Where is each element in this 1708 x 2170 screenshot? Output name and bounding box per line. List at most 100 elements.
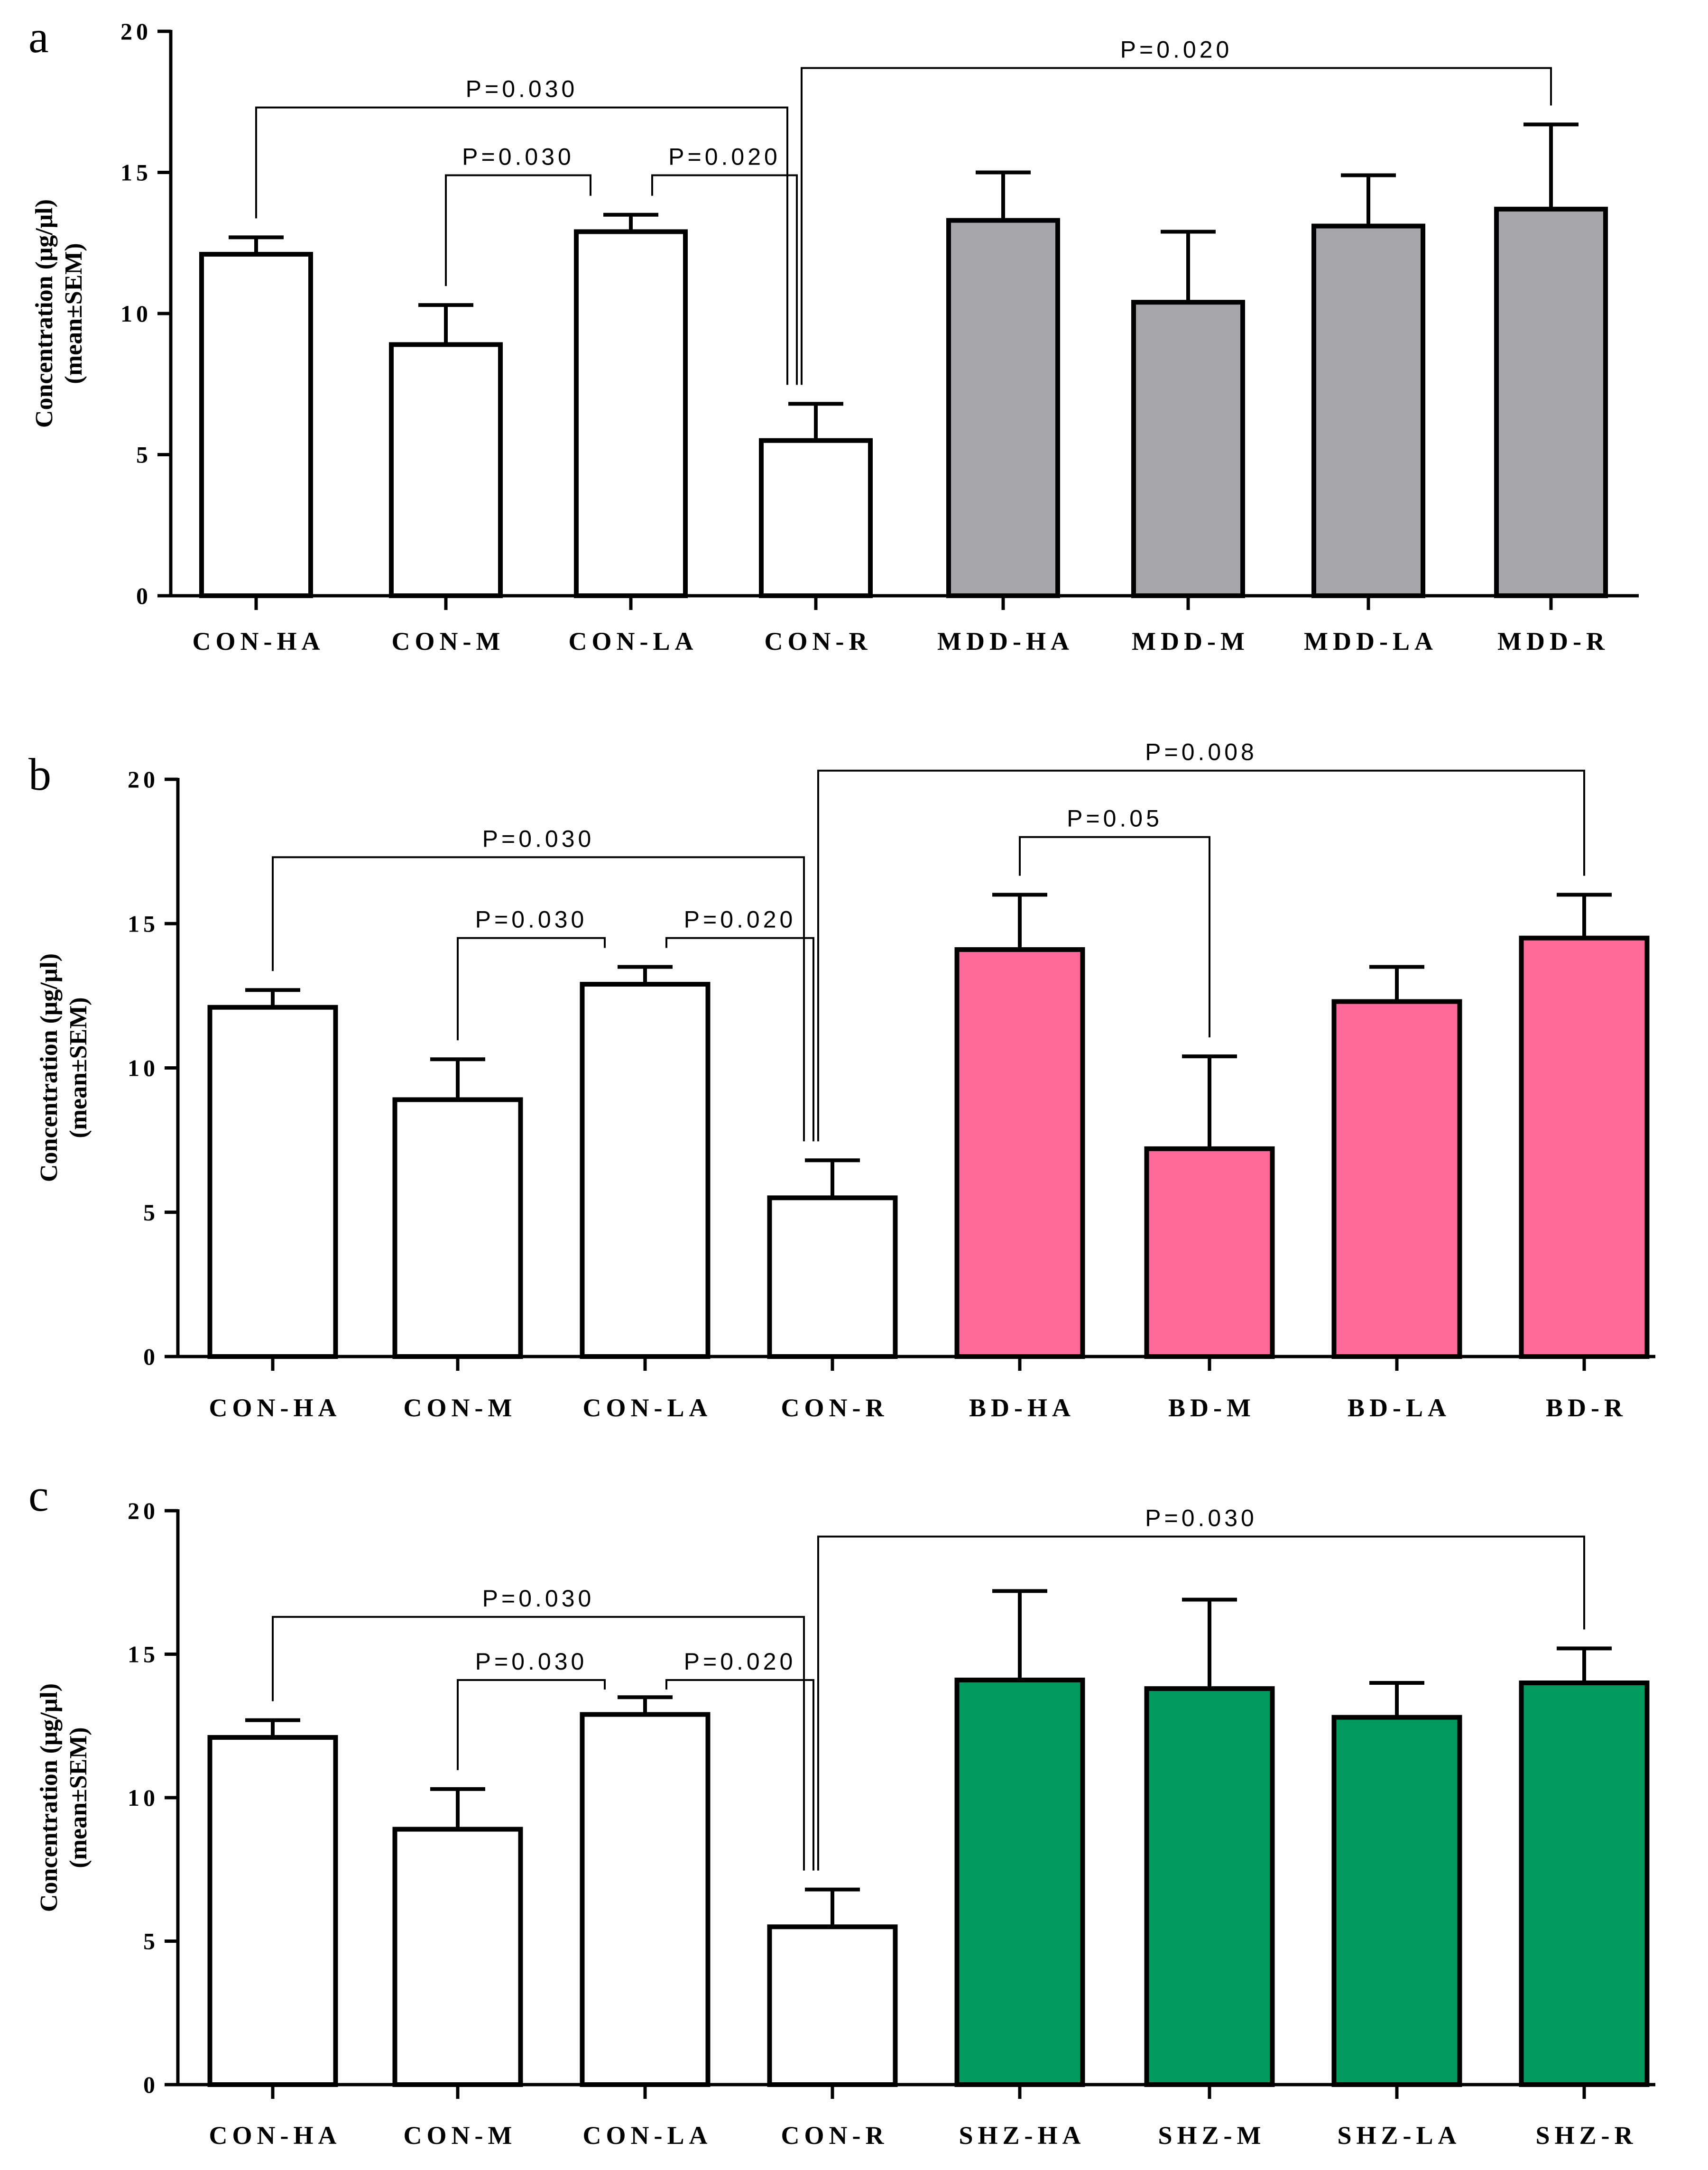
y-tick-label: 10 [128,1055,159,1081]
x-tick-label: MDD-HA [937,627,1074,656]
bar-con-m [389,342,503,598]
y-tick-label: 5 [143,1199,159,1226]
y-tick-label: 20 [128,1497,159,1524]
bar-shz-la [1331,1715,1462,2087]
p-value-label: P=0.030 [475,906,588,933]
significance-bracket [255,106,788,385]
bar-mdd-m [1131,300,1245,598]
x-tick-label: CON-M [404,1394,517,1422]
panel-letter: a [28,11,49,62]
bar-con-m [392,1097,523,1359]
x-tick-label: SHZ-LA [1337,2121,1461,2150]
p-value-label: P=0.008 [1145,739,1257,766]
x-tick-label: CON-R [765,627,872,656]
significance-bracket [272,856,805,1142]
y-tick-label: 20 [120,18,152,45]
bar-con-m [392,1827,523,2087]
bar-con-r [767,1924,898,2087]
panel-letter: b [28,749,51,800]
y-axis-label-line2: (mean±SEM) [65,997,92,1138]
bar-bd-m [1144,1146,1275,1359]
bar-con-la [574,229,688,598]
p-value-label: P=0.030 [466,76,578,102]
x-tick-label: BD-R [1546,1394,1627,1422]
bar-bd-la [1331,999,1462,1359]
bar-bd-ha [954,947,1085,1359]
bar-con-la [580,1712,711,2087]
p-value-label: P=0.020 [1120,36,1233,63]
significance-bracket [1019,836,1210,1038]
x-tick-label: BD-HA [969,1394,1075,1422]
significance-bracket [817,1535,1585,1871]
significance-bracket [665,937,814,1142]
x-tick-label: CON-R [781,1394,889,1422]
y-axis-label: Concentration (μg/μl) [36,1683,63,1912]
bar-shz-m [1144,1686,1275,2087]
bar-shz-ha [954,1677,1085,2087]
bar-con-la [580,982,711,1359]
significance-bracket [272,1616,805,1871]
p-value-label: P=0.020 [684,906,796,933]
bar-con-r [767,1195,898,1359]
significance-bracket [651,174,798,385]
significance-bracket [457,937,606,1041]
x-tick-label: CON-HA [193,627,325,656]
bar-con-ha [207,1735,338,2087]
bar-con-ha [199,252,313,598]
bar-bd-r [1519,935,1650,1359]
x-tick-label: MDD-LA [1304,627,1438,656]
x-tick-label: SHZ-R [1535,2121,1637,2150]
bar-con-r [759,438,873,598]
bar-con-ha [207,1005,338,1359]
significance-bracket [817,769,1585,1142]
p-value-label: P=0.020 [668,143,781,170]
p-value-label: P=0.030 [482,825,595,852]
y-tick-label: 10 [120,300,152,327]
y-tick-label: 10 [128,1784,159,1811]
x-tick-label: BD-M [1168,1394,1256,1422]
chart-panel-a: a Concentration (μg/μl) (mean±SEM) 0 5 10 15 20… [28,11,1639,656]
y-tick-label: 15 [128,1641,159,1668]
p-value-label: P=0.020 [684,1648,796,1675]
p-value-label: P=0.05 [1067,805,1163,832]
x-tick-label: CON-LA [569,627,698,656]
bar-mdd-la [1311,223,1425,598]
chart-panel-b: b Concentration (μg/μl) (mean±SEM) 0 5 10 15 20… [28,739,1655,1422]
x-tick-label: MDD-R [1497,627,1609,656]
x-tick-label: CON-LA [583,1394,712,1422]
x-tick-label: BD-LA [1348,1394,1451,1422]
y-axis-label: Concentration (μg/μl) [31,199,58,428]
panel-letter: c [28,1470,49,1521]
x-tick-label: CON-HA [209,2121,342,2150]
x-tick-label: CON-M [392,627,505,656]
significance-bracket [457,1679,606,1770]
y-tick-label: 5 [143,1928,159,1955]
significance-bracket [445,174,591,286]
y-tick-label: 0 [143,2071,159,2098]
bar-mdd-ha [946,218,1060,598]
p-value-label: P=0.030 [482,1585,595,1612]
bar-mdd-r [1494,206,1608,599]
x-tick-label: SHZ-HA [959,2121,1085,2150]
p-value-label: P=0.030 [1145,1505,1257,1531]
x-tick-label: CON-HA [209,1394,342,1422]
y-tick-label: 0 [143,1343,159,1370]
y-tick-label: 5 [136,442,152,468]
y-tick-label: 15 [128,910,159,937]
significance-bracket [801,67,1552,385]
x-tick-label: CON-LA [583,2121,712,2150]
x-tick-label: CON-R [781,2121,889,2150]
chart-panel-c: c Concentration (μg/μl) (mean±SEM) 0 5 10 15 20… [28,1470,1655,2150]
p-value-label: P=0.030 [462,143,574,170]
x-tick-label: CON-M [404,2121,517,2150]
p-value-label: P=0.030 [475,1648,588,1675]
y-axis-label-line2: (mean±SEM) [65,1727,92,1868]
y-tick-label: 0 [136,582,152,609]
y-axis-label-line2: (mean±SEM) [60,243,87,384]
x-tick-label: MDD-M [1132,627,1249,656]
y-tick-label: 20 [128,766,159,793]
significance-bracket [665,1679,814,1871]
y-tick-label: 15 [120,159,152,186]
x-tick-label: SHZ-M [1158,2121,1265,2150]
